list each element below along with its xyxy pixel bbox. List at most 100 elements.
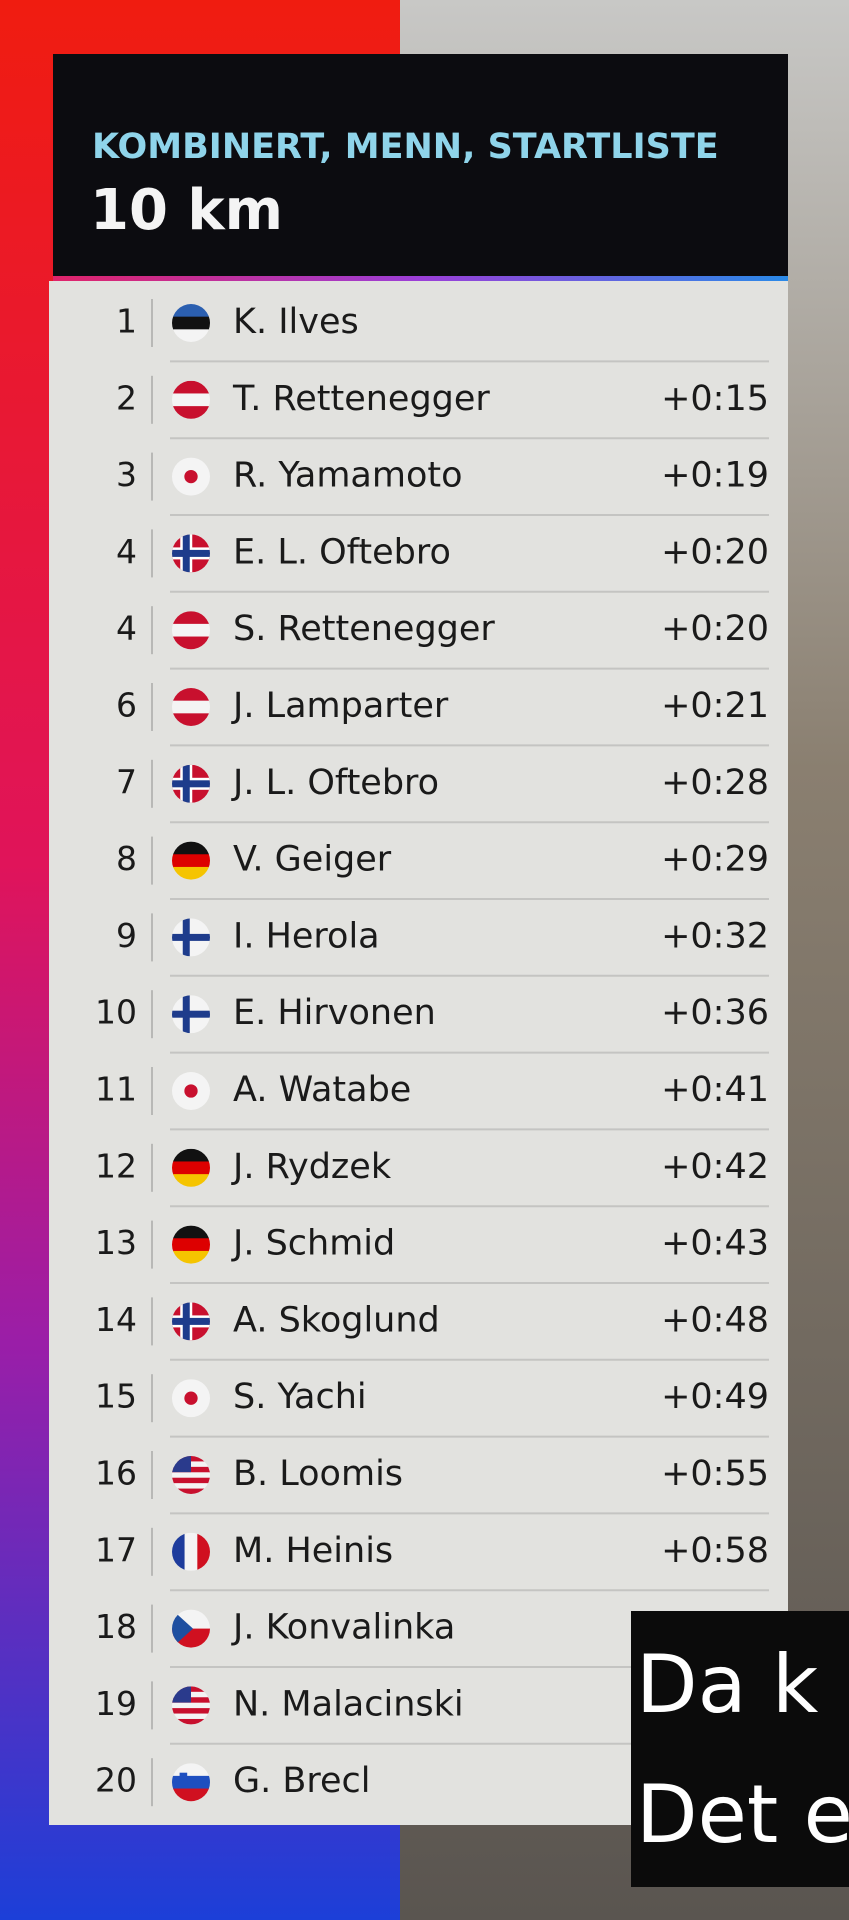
flag-stripe (172, 1174, 210, 1187)
flag (172, 841, 210, 880)
flag-stripe (172, 1148, 210, 1162)
flag-stripe (172, 854, 210, 868)
flag (172, 1609, 210, 1648)
flag (172, 1302, 210, 1341)
time-behind: +0:36 (661, 993, 769, 1033)
athlete-name: A. Skoglund (233, 1300, 440, 1340)
flag-part (184, 469, 198, 484)
athlete-name: S. Yachi (233, 1377, 367, 1417)
time-behind: +0:29 (661, 840, 769, 880)
header-title: KOMBINERT, MENN, STARTLISTE (92, 127, 719, 167)
flag-stripe (172, 1250, 210, 1264)
flag (172, 457, 210, 496)
athlete-name: E. L. Oftebro (233, 532, 451, 572)
flag-part (197, 1532, 210, 1571)
rank: 18 (95, 1607, 137, 1646)
time-behind: +0:32 (661, 916, 769, 956)
athlete-name: G. Brecl (233, 1761, 371, 1801)
rank: 6 (116, 686, 137, 725)
time-behind: +0:42 (661, 1147, 769, 1187)
athlete-name: V. Geiger (233, 840, 392, 880)
rank: 14 (95, 1300, 137, 1339)
rank: 7 (116, 762, 137, 801)
time-behind: +0:20 (661, 609, 769, 649)
flag-stripe (172, 1713, 210, 1720)
flag-stripe (172, 1488, 210, 1494)
flag-stripe (172, 1718, 210, 1725)
athlete-name: K. Ilves (233, 302, 359, 342)
flag-stripe (172, 611, 210, 625)
flag-stripe (172, 329, 210, 342)
rank: 15 (95, 1377, 137, 1416)
rank: 16 (95, 1454, 137, 1493)
time-behind: +0:43 (661, 1224, 769, 1264)
flag-stripe (172, 841, 210, 855)
flag (172, 1379, 210, 1418)
flag-stripe (172, 380, 210, 394)
time-behind: +0:49 (661, 1377, 769, 1417)
flag (172, 1148, 210, 1187)
flag (172, 764, 210, 803)
rank: 11 (95, 1070, 137, 1109)
rank: 19 (95, 1684, 137, 1723)
flag (172, 534, 210, 573)
time-behind: +0:48 (661, 1300, 769, 1340)
flag (172, 1072, 210, 1110)
athlete-name: I. Herola (233, 916, 380, 956)
flag-stripe (172, 1788, 210, 1802)
flag-part (172, 549, 210, 557)
rank: 4 (116, 532, 137, 571)
athlete-name: T. Rettenegger (232, 379, 490, 419)
athlete-name: M. Heinis (233, 1531, 393, 1571)
athlete-name: R. Yamamoto (233, 456, 463, 496)
subtitle-box (631, 1611, 849, 1887)
rank: 1 (116, 302, 137, 341)
flag-stripe (172, 1238, 210, 1252)
time-behind: +0:19 (661, 456, 769, 496)
athlete-name: J. Schmid (231, 1224, 395, 1264)
flag-stripe (172, 1483, 210, 1490)
flag-part (172, 1609, 193, 1648)
athlete-name: S. Rettenegger (233, 609, 495, 649)
flag-stripe (172, 1477, 210, 1484)
rank: 10 (95, 993, 137, 1032)
rank: 4 (116, 609, 137, 648)
flag-part (184, 1391, 198, 1405)
rank: 17 (95, 1530, 137, 1569)
flag (172, 611, 210, 650)
header-panel (53, 54, 788, 277)
rank: 13 (95, 1223, 137, 1262)
rank: 3 (116, 455, 137, 494)
flag (172, 918, 210, 957)
flag-stripe (172, 1225, 210, 1239)
flag-part (179, 1772, 188, 1785)
flag (172, 1763, 210, 1802)
athlete-name: J. Rydzek (231, 1147, 392, 1187)
athlete-name: J. Lamparter (231, 686, 449, 726)
time-behind: +0:55 (661, 1454, 769, 1494)
flag-stripe (172, 713, 210, 726)
flag-part (172, 1532, 185, 1571)
flag-part (172, 1010, 210, 1018)
rank: 12 (95, 1146, 137, 1185)
flag (172, 688, 210, 726)
flag (172, 995, 210, 1034)
flag (172, 380, 210, 419)
flag-stripe (172, 316, 210, 330)
subtitle-line: Det e (636, 1768, 849, 1861)
flag-stripe (172, 1472, 210, 1479)
rank: 9 (116, 916, 137, 955)
rows: 1 K. Ilves 2 T. Rettenegger +0:15 3 R. Yamamot… (95, 299, 769, 1807)
rank: 20 (95, 1761, 137, 1800)
flag (172, 1686, 210, 1725)
time-behind: +0:28 (661, 763, 769, 803)
flag-stripe (172, 1775, 210, 1790)
flag-stripe (172, 700, 210, 714)
flag-stripe (172, 1161, 210, 1175)
time-behind: +0:20 (661, 532, 769, 572)
flag-stripe (172, 636, 210, 650)
athlete-name: N. Malacinski (233, 1684, 464, 1724)
subtitle-line: Da k (636, 1638, 819, 1731)
flag-part (172, 1317, 210, 1325)
